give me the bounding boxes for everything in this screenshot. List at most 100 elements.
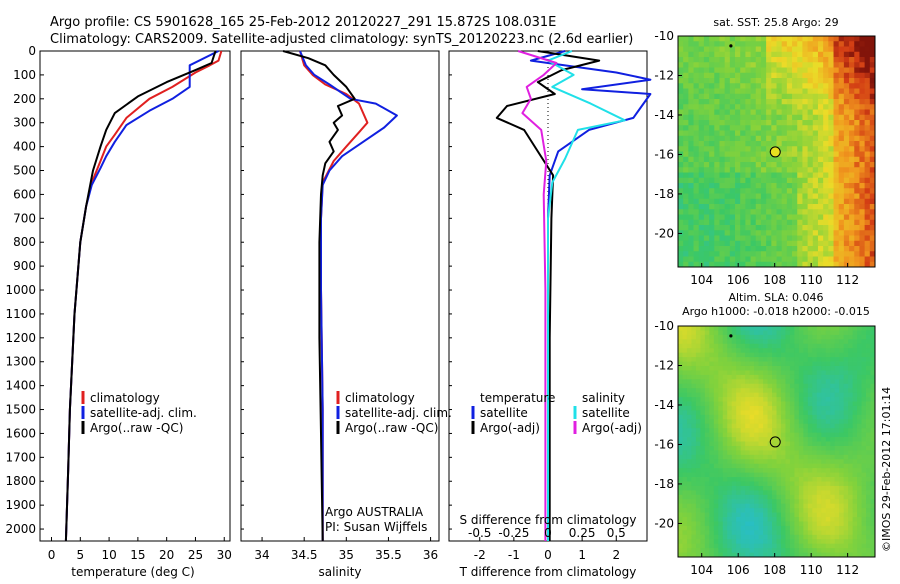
heatmap-cell (767, 374, 773, 380)
heatmap-cell (722, 468, 728, 473)
heatmap-cell (678, 146, 684, 152)
heatmap-cell (736, 374, 742, 380)
heatmap-cell (754, 419, 759, 425)
heatmap-cell (719, 162, 726, 168)
heatmap-cell (772, 472, 777, 478)
heatmap-cell (776, 388, 782, 394)
heatmap-cell (833, 130, 840, 137)
heatmap-cell (776, 503, 782, 509)
heatmap-cell (713, 397, 719, 402)
heatmap-cell (695, 357, 701, 362)
heatmap-cell (718, 357, 724, 362)
heatmap-cell (776, 88, 783, 95)
heatmap-cell (724, 109, 731, 116)
heatmap-cell (828, 188, 834, 194)
heatmap-cell (719, 188, 726, 194)
heatmap-cell (812, 93, 819, 100)
heatmap-cell (731, 441, 737, 447)
heatmap-cell (816, 370, 822, 376)
heatmap-cell (869, 88, 876, 95)
heatmap-cell (828, 62, 834, 68)
heatmap-cell (772, 539, 777, 545)
heatmap-cell (727, 503, 733, 509)
heatmap-cell (682, 405, 688, 411)
heatmap-cell (767, 437, 773, 442)
heatmap-cell (834, 490, 840, 496)
heatmap-cell (760, 51, 767, 58)
heatmap-cell (785, 357, 791, 362)
heatmap-cell (838, 230, 845, 236)
heatmap-cell (745, 62, 751, 68)
heatmap-cell (843, 539, 849, 545)
heatmap-cell (823, 256, 829, 263)
heatmap-cell (852, 437, 858, 442)
heatmap-cell (686, 445, 692, 451)
heatmap-cell (678, 334, 683, 340)
heatmap-cell (722, 552, 728, 558)
heatmap-cell (755, 225, 762, 231)
heatmap-cell (735, 57, 741, 63)
heatmap-cell (812, 130, 819, 137)
heatmap-cell (852, 432, 858, 438)
heatmap-cell (703, 72, 710, 79)
heatmap-cell (745, 256, 751, 263)
heatmap-cell (729, 72, 736, 79)
heatmap-cell (821, 485, 827, 491)
heatmap-cell (803, 508, 809, 513)
heatmap-cell (693, 125, 700, 131)
heatmap-cell (807, 459, 813, 465)
heatmap-cell (740, 219, 746, 226)
heatmap-cell (843, 432, 849, 438)
heatmap-cell (812, 246, 819, 252)
heatmap-cell (786, 235, 793, 242)
heatmap-cell (785, 437, 791, 442)
heatmap-cell (857, 508, 862, 513)
heatmap-cell (854, 235, 860, 242)
heatmap-cell (713, 481, 719, 487)
heatmap-cell (821, 468, 827, 473)
heatmap-cell (864, 167, 871, 173)
heatmap-cell (693, 146, 700, 152)
heatmap-cell (834, 405, 840, 411)
heatmap-cell (709, 552, 715, 558)
heatmap-cell (833, 240, 840, 247)
heatmap-cell (740, 494, 746, 500)
heatmap-cell (870, 374, 876, 380)
heatmap-cell (807, 256, 814, 263)
heatmap-cell (854, 51, 860, 58)
heatmap-cell (724, 172, 731, 179)
heatmap-cell (830, 503, 836, 509)
heatmap-cell (683, 72, 689, 79)
heatmap-cell (852, 534, 858, 540)
heatmap-cell (828, 120, 834, 126)
heatmap-cell (843, 62, 850, 68)
heatmap-cell (792, 198, 798, 205)
heatmap-cell (866, 414, 871, 420)
heatmap-cell (735, 204, 741, 210)
heatmap-cell (703, 83, 710, 89)
heatmap-cell (745, 209, 751, 215)
heatmap-cell (740, 214, 746, 221)
heatmap-cell (763, 472, 768, 478)
heatmap-cell (789, 548, 795, 553)
heatmap-cell (754, 365, 759, 371)
heatmap-cell (704, 414, 710, 420)
heatmap-cell (789, 401, 795, 407)
heatmap-cell (789, 472, 795, 478)
heatmap-cell (718, 548, 724, 553)
heatmap-cell (781, 156, 788, 163)
heatmap-cell (781, 104, 788, 110)
heatmap-cell (713, 334, 719, 340)
heatmap-cell (781, 135, 788, 142)
heatmap-cell (745, 374, 751, 380)
heatmap-cell (740, 36, 746, 42)
heatmap-cell (693, 99, 700, 105)
heatmap-cell (776, 543, 782, 549)
heatmap-cell (754, 432, 759, 438)
x-tick-label: 110 (800, 563, 823, 577)
heatmap-cell (843, 57, 850, 63)
heatmap-cell (838, 41, 845, 47)
temperature-xlabel: temperature (deg C) (71, 565, 194, 579)
heatmap-cell (760, 104, 767, 110)
heatmap-cell (771, 125, 777, 131)
